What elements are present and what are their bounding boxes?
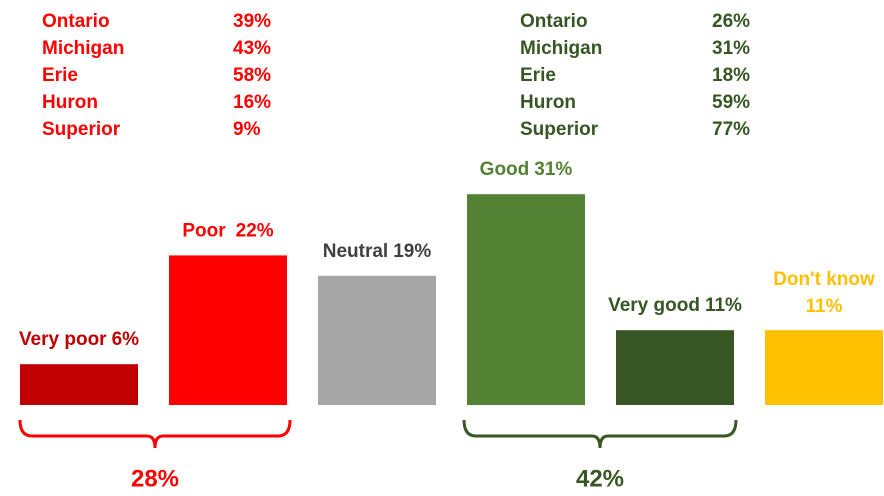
- lake-value: 39%: [233, 11, 271, 32]
- value-label: 6%: [112, 329, 140, 350]
- lake-value: 59%: [712, 92, 750, 113]
- lake-name: Superior: [520, 119, 599, 140]
- bracket: [18, 419, 292, 449]
- category-label: Don't know: [773, 269, 875, 290]
- bar: [20, 364, 138, 405]
- value-label: 31%: [534, 159, 572, 180]
- lake-value: 16%: [233, 92, 271, 113]
- bar-label: Good 31%: [480, 159, 573, 180]
- category-label: Very good: [608, 295, 700, 316]
- category-label: Very poor: [19, 329, 107, 350]
- lake-name: Superior: [42, 119, 121, 140]
- category-label: Neutral: [323, 241, 388, 262]
- bar-label: Poor 22%: [182, 220, 273, 241]
- lake-name: Huron: [520, 92, 576, 113]
- lake-name: Ontario: [520, 11, 588, 32]
- bar: [169, 255, 287, 405]
- group-total: 42%: [576, 465, 624, 492]
- lake-name: Michigan: [42, 38, 124, 59]
- bar-label: Very good 11%: [608, 295, 742, 316]
- lake-name: Erie: [42, 65, 78, 86]
- lake-value: 43%: [233, 38, 271, 59]
- value-label: 11%: [705, 295, 742, 316]
- category-label: Good: [480, 159, 530, 180]
- bar-label: Don't know 11%: [773, 269, 875, 317]
- lake-value: 31%: [712, 38, 750, 59]
- lake-value: 9%: [233, 119, 261, 140]
- bar: [616, 330, 734, 405]
- value-label: 11%: [806, 296, 843, 317]
- lake-value: 18%: [712, 65, 750, 86]
- bar-label: Very poor 6%: [19, 329, 139, 350]
- lake-value: 26%: [712, 11, 750, 32]
- bar-label: Neutral 19%: [323, 241, 432, 262]
- bracket: [462, 419, 738, 449]
- lake-value: 77%: [712, 119, 750, 140]
- value-label: 22%: [236, 220, 274, 241]
- lake-name: Ontario: [42, 11, 110, 32]
- lake-value: 58%: [233, 65, 271, 86]
- lake-name: Erie: [520, 65, 556, 86]
- lake-name: Huron: [42, 92, 98, 113]
- bar: [765, 330, 883, 405]
- group-total: 28%: [131, 465, 179, 492]
- category-label: Poor: [182, 220, 226, 241]
- bar: [318, 275, 436, 405]
- bar: [467, 194, 585, 405]
- lake-name: Michigan: [520, 38, 602, 59]
- value-label: 19%: [393, 241, 431, 262]
